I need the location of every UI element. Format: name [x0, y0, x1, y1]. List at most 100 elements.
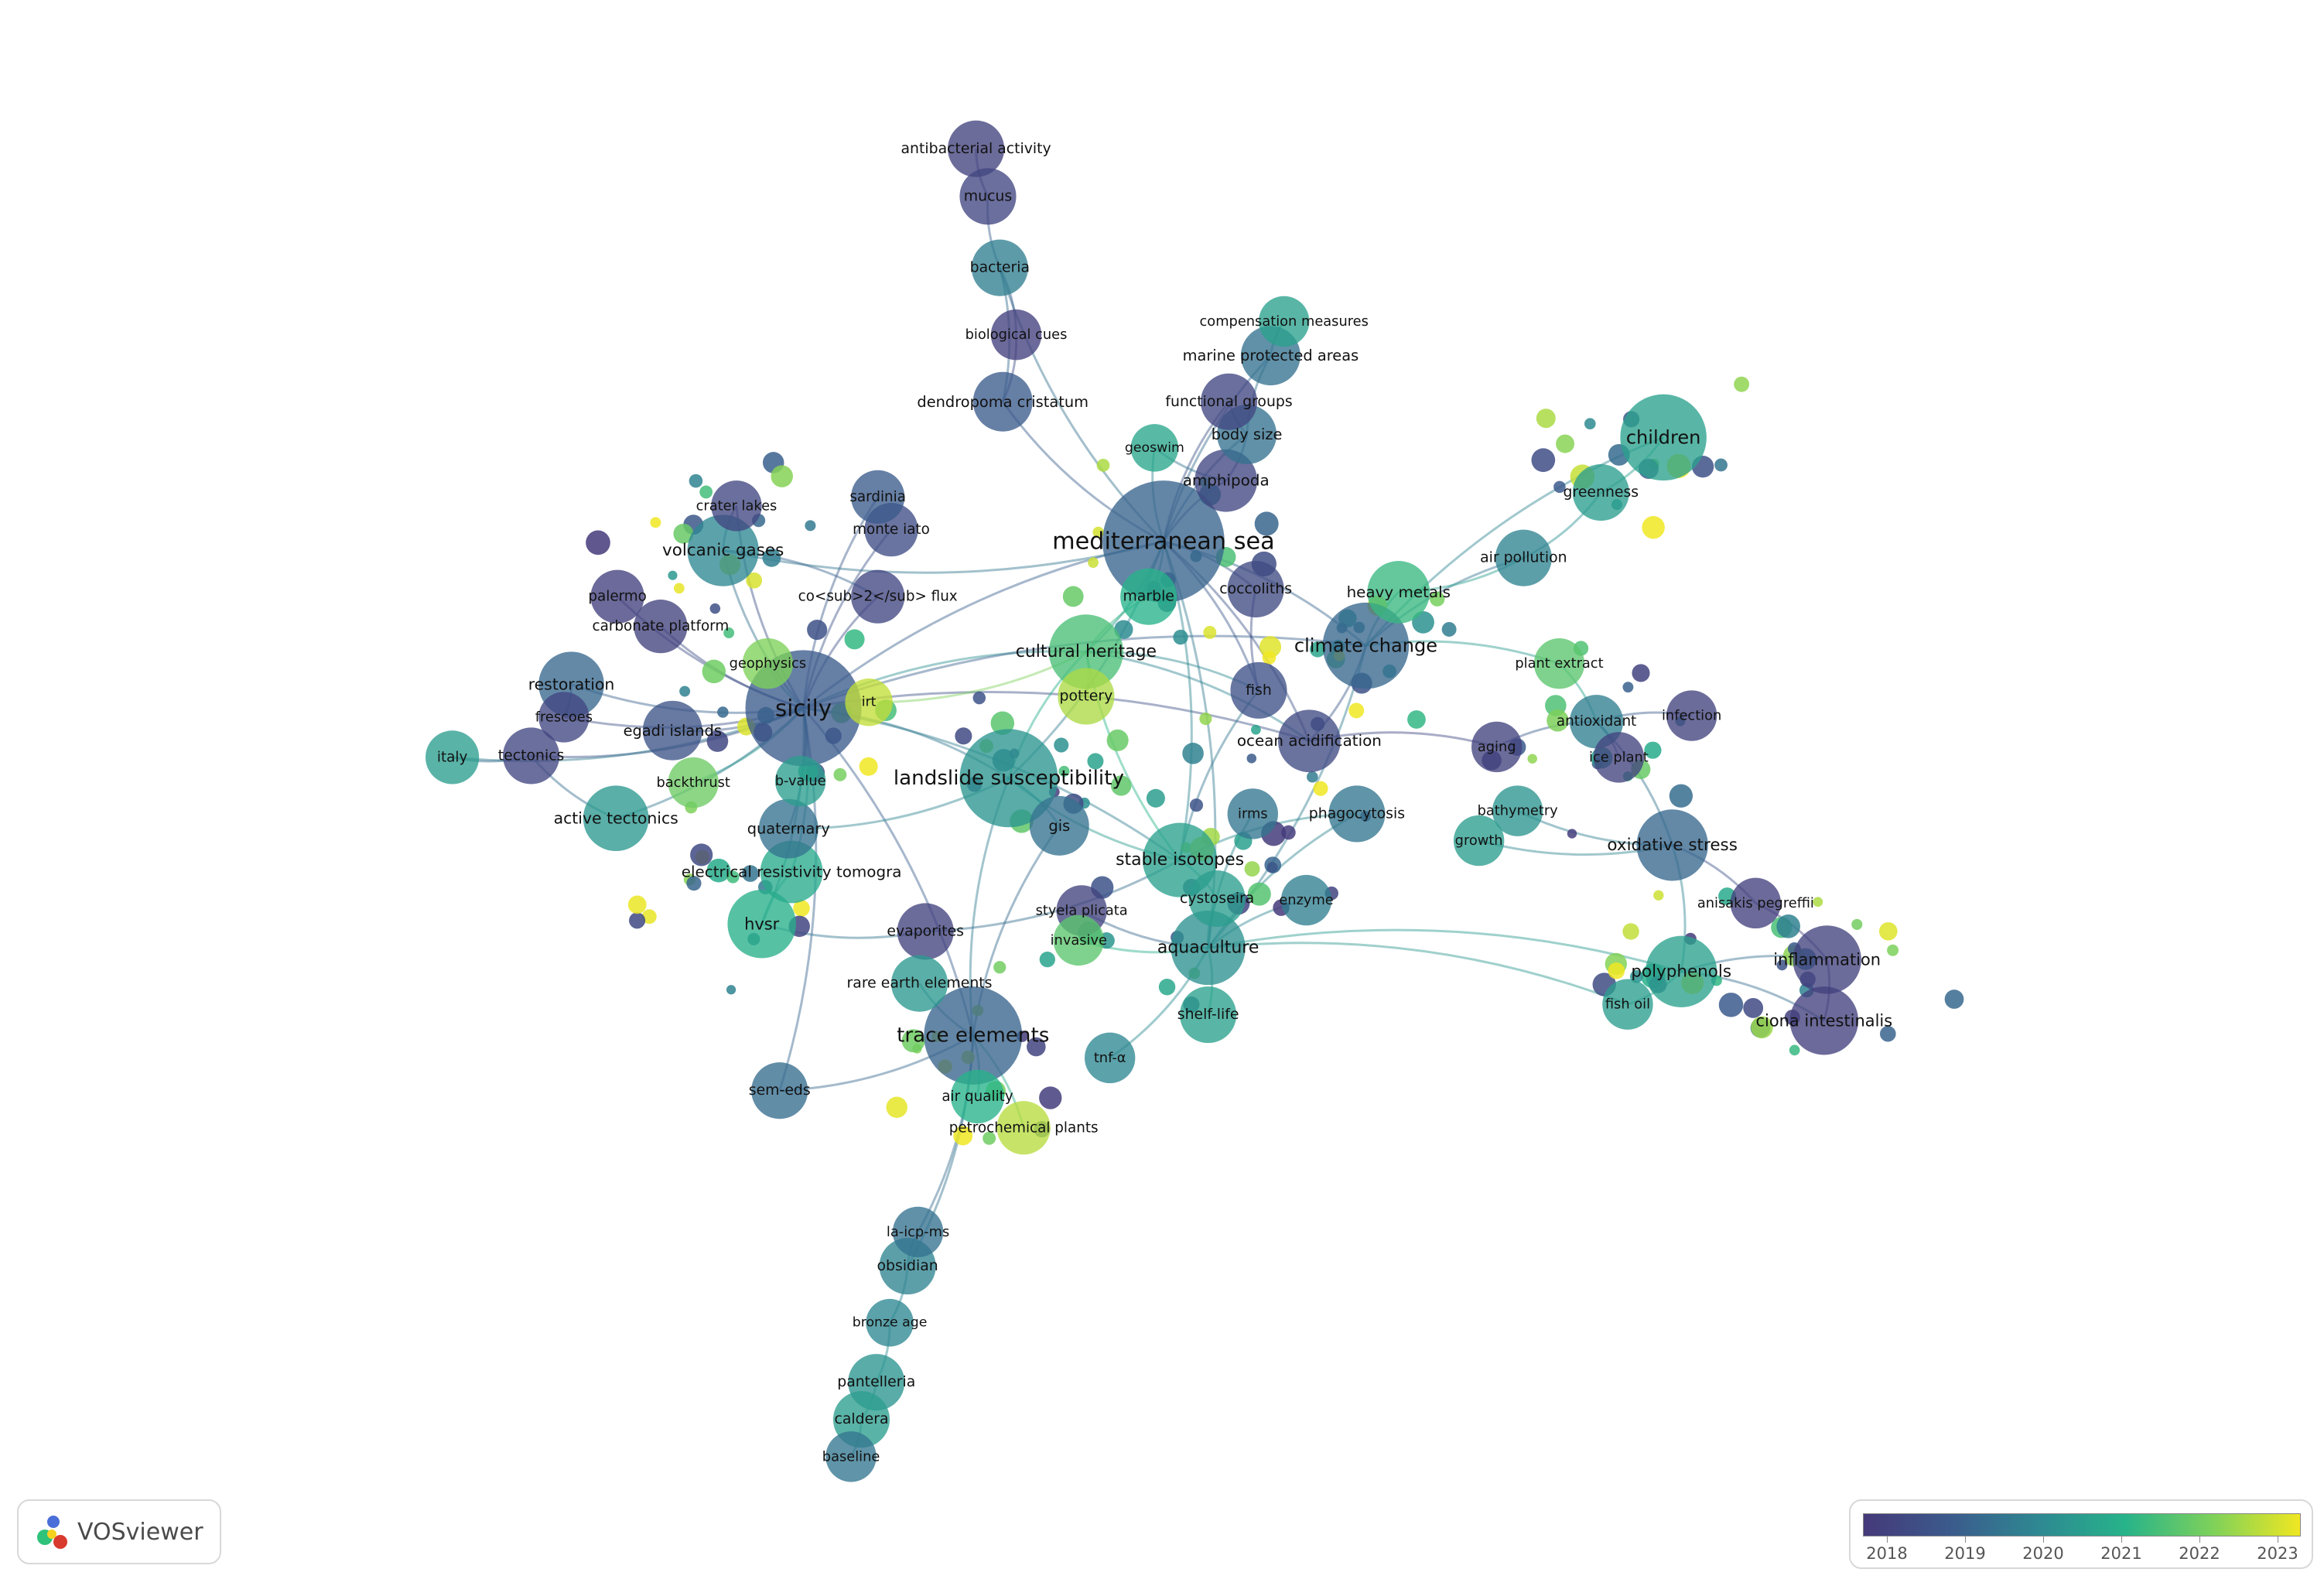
keyword-node[interactable] [590, 569, 644, 624]
keyword-label[interactable]: invasive [1051, 932, 1107, 949]
minor-keyword-node[interactable] [771, 465, 793, 487]
minor-keyword-node[interactable] [1251, 724, 1261, 735]
keyword-node[interactable] [1328, 785, 1386, 843]
minor-keyword-node[interactable] [1189, 798, 1204, 812]
minor-keyword-node[interactable] [1789, 1044, 1800, 1056]
keyword-label[interactable]: cystoseira [1180, 890, 1254, 907]
keyword-label[interactable]: co<sub>2</sub> flux [798, 589, 958, 605]
minor-keyword-node[interactable] [673, 583, 685, 594]
keyword-node[interactable] [959, 729, 1058, 828]
keyword-label[interactable]: cultural heritage [1016, 642, 1157, 661]
minor-keyword-node[interactable] [1608, 962, 1625, 979]
keyword-label[interactable]: growth [1455, 832, 1503, 849]
keyword-label[interactable]: polyphenols [1631, 962, 1731, 981]
keyword-label[interactable]: pottery [1060, 689, 1113, 705]
minor-keyword-node[interactable] [1246, 754, 1257, 764]
keyword-node[interactable] [1201, 373, 1258, 430]
minor-keyword-node[interactable] [1556, 434, 1575, 453]
keyword-label[interactable]: amphipoda [1183, 472, 1270, 490]
minor-keyword-node[interactable] [793, 900, 810, 917]
minor-keyword-node[interactable] [1718, 993, 1744, 1017]
keyword-label[interactable]: volcanic gases [662, 541, 784, 560]
keyword-node[interactable] [642, 700, 702, 761]
keyword-node[interactable] [1058, 668, 1115, 725]
minor-keyword-node[interactable] [1039, 951, 1055, 968]
minor-keyword-node[interactable] [762, 548, 781, 567]
keyword-node[interactable] [1194, 449, 1258, 512]
minor-keyword-node[interactable] [690, 843, 713, 866]
keyword-label[interactable]: hvsr [744, 914, 780, 933]
keyword-label[interactable]: greenness [1564, 484, 1639, 501]
minor-keyword-node[interactable] [1158, 979, 1176, 996]
keyword-label[interactable]: fish [1246, 682, 1272, 699]
minor-keyword-node[interactable] [1644, 741, 1662, 759]
keyword-node[interactable] [1492, 785, 1543, 836]
keyword-node[interactable] [897, 903, 954, 960]
minor-keyword-node[interactable] [1054, 737, 1069, 753]
keyword-node[interactable] [1029, 795, 1089, 856]
keyword-node[interactable] [825, 1431, 877, 1482]
keyword-label[interactable]: la-icp-ms [887, 1224, 949, 1240]
keyword-label[interactable]: ciona intestinalis [1755, 1011, 1892, 1030]
keyword-node[interactable] [538, 692, 590, 743]
minor-keyword-node[interactable] [702, 659, 726, 684]
keyword-label[interactable]: sardinia [849, 489, 906, 505]
keyword-label[interactable]: antioxidant [1557, 713, 1636, 730]
keyword-node[interactable] [948, 120, 1005, 177]
minor-keyword-node[interactable] [1110, 775, 1132, 796]
keyword-label[interactable]: marine protected areas [1183, 347, 1359, 364]
minor-keyword-node[interactable] [1880, 1025, 1896, 1042]
keyword-node[interactable] [1793, 925, 1861, 994]
minor-keyword-node[interactable] [1553, 480, 1566, 494]
minor-keyword-node[interactable] [1106, 729, 1129, 752]
keyword-label[interactable]: rare earth elements [847, 976, 993, 992]
minor-keyword-node[interactable] [1584, 418, 1596, 430]
minor-keyword-node[interactable] [1058, 765, 1070, 777]
keyword-label[interactable]: geoswim [1125, 440, 1184, 456]
keyword-node[interactable] [1048, 614, 1123, 689]
keyword-node[interactable] [774, 755, 826, 807]
minor-keyword-node[interactable] [1813, 897, 1823, 908]
keyword-label[interactable]: stable isotopes [1116, 850, 1244, 870]
minor-keyword-node[interactable] [1039, 1086, 1062, 1109]
keyword-node[interactable] [634, 600, 688, 654]
keyword-node[interactable] [866, 1298, 914, 1347]
minor-keyword-node[interactable] [706, 858, 731, 883]
keyword-label[interactable]: sicily [775, 695, 832, 721]
keyword-node[interactable] [1171, 910, 1246, 986]
keyword-label[interactable]: plant extract [1515, 655, 1603, 672]
keyword-label[interactable]: bronze age [853, 1315, 928, 1331]
keyword-label[interactable]: fish oil [1605, 996, 1650, 1013]
minor-keyword-node[interactable] [723, 627, 735, 639]
keyword-label[interactable]: aquaculture [1157, 938, 1259, 958]
keyword-label[interactable]: enzyme [1279, 892, 1333, 908]
keyword-node[interactable] [959, 168, 1017, 225]
minor-keyword-node[interactable] [1307, 771, 1318, 783]
keyword-label[interactable]: crater lakes [696, 497, 778, 514]
minor-keyword-node[interactable] [699, 485, 713, 499]
minor-keyword-node[interactable] [686, 876, 702, 891]
keyword-label[interactable]: frescoes [535, 709, 593, 725]
keyword-label[interactable]: bacteria [970, 260, 1030, 276]
minor-keyword-node[interactable] [641, 909, 657, 925]
minor-keyword-node[interactable] [1087, 753, 1104, 770]
minor-keyword-node[interactable] [1262, 651, 1276, 665]
minor-keyword-node[interactable] [1173, 629, 1188, 645]
keyword-label[interactable]: antibacterial activity [901, 141, 1051, 157]
keyword-node[interactable] [760, 840, 823, 904]
minor-keyword-node[interactable] [1441, 622, 1457, 637]
keyword-node[interactable] [971, 239, 1028, 296]
minor-keyword-node[interactable] [972, 691, 986, 705]
minor-keyword-node[interactable] [1266, 862, 1278, 873]
minor-keyword-node[interactable] [1203, 626, 1217, 639]
keyword-label[interactable]: ice plant [1589, 749, 1649, 765]
keyword-node[interactable] [1495, 529, 1552, 586]
keyword-label[interactable]: coccoliths [1219, 581, 1292, 597]
keyword-label[interactable]: climate change [1294, 635, 1437, 657]
keyword-label[interactable]: inflammation [1773, 950, 1881, 969]
keyword-node[interactable] [1789, 986, 1859, 1055]
minor-keyword-node[interactable] [1622, 923, 1639, 940]
keyword-label[interactable]: landslide susceptibility [894, 767, 1124, 790]
minor-keyword-node[interactable] [650, 517, 661, 528]
